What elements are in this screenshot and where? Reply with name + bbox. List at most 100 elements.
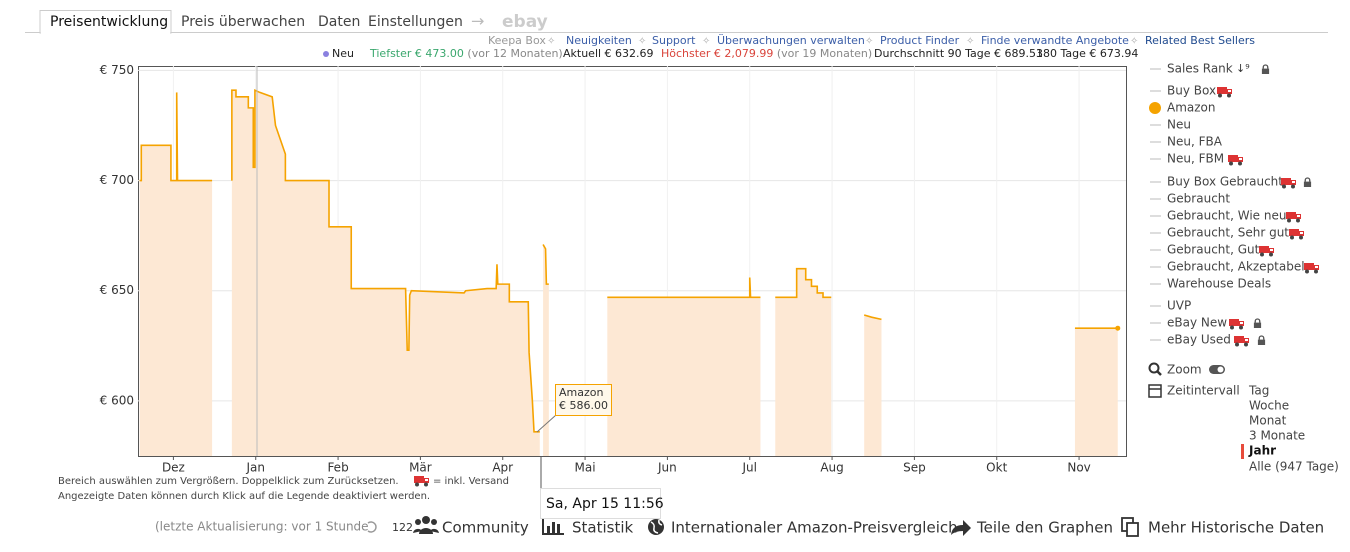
legend-label[interactable]: Gebraucht xyxy=(1167,192,1230,206)
y-tick-label: € 700 xyxy=(100,173,134,187)
footer-link[interactable]: Internationaler Amazon-Preisvergleich xyxy=(671,519,958,537)
legend-item[interactable]: Neu, FBM xyxy=(1150,152,1243,166)
legend-label[interactable]: Neu xyxy=(1167,118,1191,132)
stat: Neu xyxy=(332,47,354,60)
legend-item[interactable]: Neu xyxy=(1150,118,1191,132)
legend-item[interactable]: Buy Box Gebraucht xyxy=(1150,175,1312,189)
note: = inkl. Versand xyxy=(433,476,509,487)
neu-dot xyxy=(323,51,329,57)
x-tick-label: Apr xyxy=(492,461,513,475)
legend-item[interactable]: Gebraucht, Gut xyxy=(1150,243,1274,257)
stat: Tiefster € 473.00 (vor 12 Monaten) xyxy=(369,47,563,60)
stat-highest-when: (vor 19 Monaten) xyxy=(777,47,872,60)
tab[interactable]: Preis überwachen xyxy=(181,14,305,30)
range-option[interactable]: Tag xyxy=(1248,384,1269,398)
legend-label[interactable]: Neu, FBA xyxy=(1167,135,1223,149)
x-tick-label: Jan xyxy=(245,461,265,475)
link[interactable]: Related Best Sellers xyxy=(1145,34,1255,47)
stat-avg90: Durchschnitt 90 Tage € 689.53 xyxy=(874,47,1043,60)
range-option[interactable]: Jahr xyxy=(1248,444,1276,458)
legend-label[interactable]: Gebraucht, Gut xyxy=(1167,243,1260,257)
legend-label[interactable]: eBay Used xyxy=(1167,333,1231,347)
legend-label[interactable]: Buy Box Gebraucht xyxy=(1167,175,1283,189)
footer-link[interactable]: Mehr Historische Daten xyxy=(1148,519,1324,537)
x-tick-label: Mär xyxy=(409,461,432,475)
legend-label[interactable]: Sales Rank xyxy=(1167,62,1233,76)
footer-link[interactable]: Teile den Graphen xyxy=(976,519,1113,537)
legend-label[interactable]: Gebraucht, Sehr gut xyxy=(1167,226,1289,240)
chart[interactable]: € 600 € 650 € 700 € 750 Dez Jan Feb Mär Apr Mai Ju… xyxy=(100,63,1127,475)
range-option[interactable]: Monat xyxy=(1249,414,1287,428)
link[interactable]: Support xyxy=(652,34,696,47)
link[interactable]: Product Finder xyxy=(880,34,960,47)
tooltip-box xyxy=(555,384,612,416)
footer-link[interactable]: Statistik xyxy=(572,519,634,537)
tooltip-connector xyxy=(536,414,557,433)
x-tick-label: Nov xyxy=(1067,461,1090,475)
legend-item[interactable]: eBay New xyxy=(1150,316,1262,330)
refresh-icon[interactable] xyxy=(367,521,377,533)
y-tick-label: € 600 xyxy=(100,393,134,407)
tooltip-value: € 586.00 xyxy=(559,399,608,412)
tab-arrow: → xyxy=(471,12,484,31)
share-icon xyxy=(951,520,971,536)
legend-label[interactable]: Gebraucht, Wie neu xyxy=(1167,209,1286,223)
separator: ✧ xyxy=(865,36,873,47)
tab[interactable]: Preisentwicklung xyxy=(50,14,168,30)
separator: ✧ xyxy=(966,36,974,47)
zoom-label[interactable]: Zoom xyxy=(1167,363,1202,377)
range-active-bar xyxy=(1241,444,1244,459)
legend-item[interactable]: Amazon xyxy=(1149,101,1216,115)
stat-current: Aktuell € 632.69 xyxy=(563,47,654,60)
legend-label[interactable]: UVP xyxy=(1167,299,1191,313)
legend-label[interactable]: Neu, FBM xyxy=(1167,152,1224,166)
separator: ✧ xyxy=(1130,36,1138,47)
range-option[interactable]: Alle (947 Tage) xyxy=(1249,460,1339,474)
zoom-icon xyxy=(1156,370,1162,376)
range-option[interactable]: Woche xyxy=(1249,399,1289,413)
link[interactable]: Finde verwandte Angebote xyxy=(981,34,1129,47)
stats-icon xyxy=(542,519,564,535)
legend-item[interactable]: Sales Rank ↓⁹ xyxy=(1150,62,1270,76)
stat-lowest: Tiefster € 473.00 xyxy=(369,47,464,60)
legend-label[interactable]: Gebraucht, Akzeptabel xyxy=(1167,260,1305,274)
separator: ✧ xyxy=(702,36,710,47)
range-option[interactable]: 3 Monate xyxy=(1249,429,1305,443)
globe-icon xyxy=(650,519,663,534)
tooltip-series: Amazon xyxy=(559,386,603,399)
sort-icon: ↓⁹ xyxy=(1236,62,1250,75)
link[interactable]: Keepa Box xyxy=(488,34,546,47)
x-tick-label: Dez xyxy=(162,461,185,475)
legend-label[interactable]: Amazon xyxy=(1167,101,1216,115)
tab[interactable]: Einstellungen xyxy=(368,14,463,30)
copy-icon xyxy=(1126,522,1139,537)
footer-link[interactable]: Community xyxy=(442,519,529,537)
current-point xyxy=(1115,325,1121,331)
note: Bereich auswählen zum Vergrößern. Doppel… xyxy=(58,476,399,487)
legend-item[interactable]: Gebraucht, Wie neu xyxy=(1150,209,1301,223)
legend-item[interactable]: Warehouse Deals xyxy=(1150,277,1271,291)
ebay-logo[interactable]: ebay xyxy=(502,12,548,32)
x-tick-label: Jul xyxy=(741,461,756,475)
legend-item[interactable]: Gebraucht, Akzeptabel xyxy=(1150,260,1319,274)
note: Angezeigte Daten können durch Klick auf … xyxy=(58,491,430,502)
legend-item[interactable]: UVP xyxy=(1150,299,1191,313)
interval-label: Zeitintervall xyxy=(1167,384,1240,398)
link[interactable]: Überwachungen verwalten xyxy=(717,34,865,47)
legend-item[interactable]: Neu, FBA xyxy=(1150,135,1223,149)
zoom-icon xyxy=(1148,362,1160,374)
y-tick-label: € 650 xyxy=(100,283,134,297)
legend-item[interactable]: Gebraucht xyxy=(1150,192,1230,206)
x-tick-label: Okt xyxy=(986,461,1007,475)
legend-label[interactable]: Buy Box xyxy=(1167,84,1216,98)
legend-item[interactable]: eBay Used xyxy=(1150,333,1266,347)
link[interactable]: Neuigkeiten xyxy=(566,34,632,47)
legend-item[interactable]: Buy Box xyxy=(1150,84,1232,98)
tab[interactable]: Daten xyxy=(318,14,360,30)
legend-label[interactable]: eBay New xyxy=(1167,316,1227,330)
legend[interactable]: Sales Rank ↓⁹ Buy Box Amazon Neu Neu, FBA… xyxy=(1149,62,1319,347)
date-box xyxy=(540,488,661,519)
legend-item[interactable]: Gebraucht, Sehr gut xyxy=(1150,226,1304,240)
legend-label[interactable]: Warehouse Deals xyxy=(1167,277,1271,291)
